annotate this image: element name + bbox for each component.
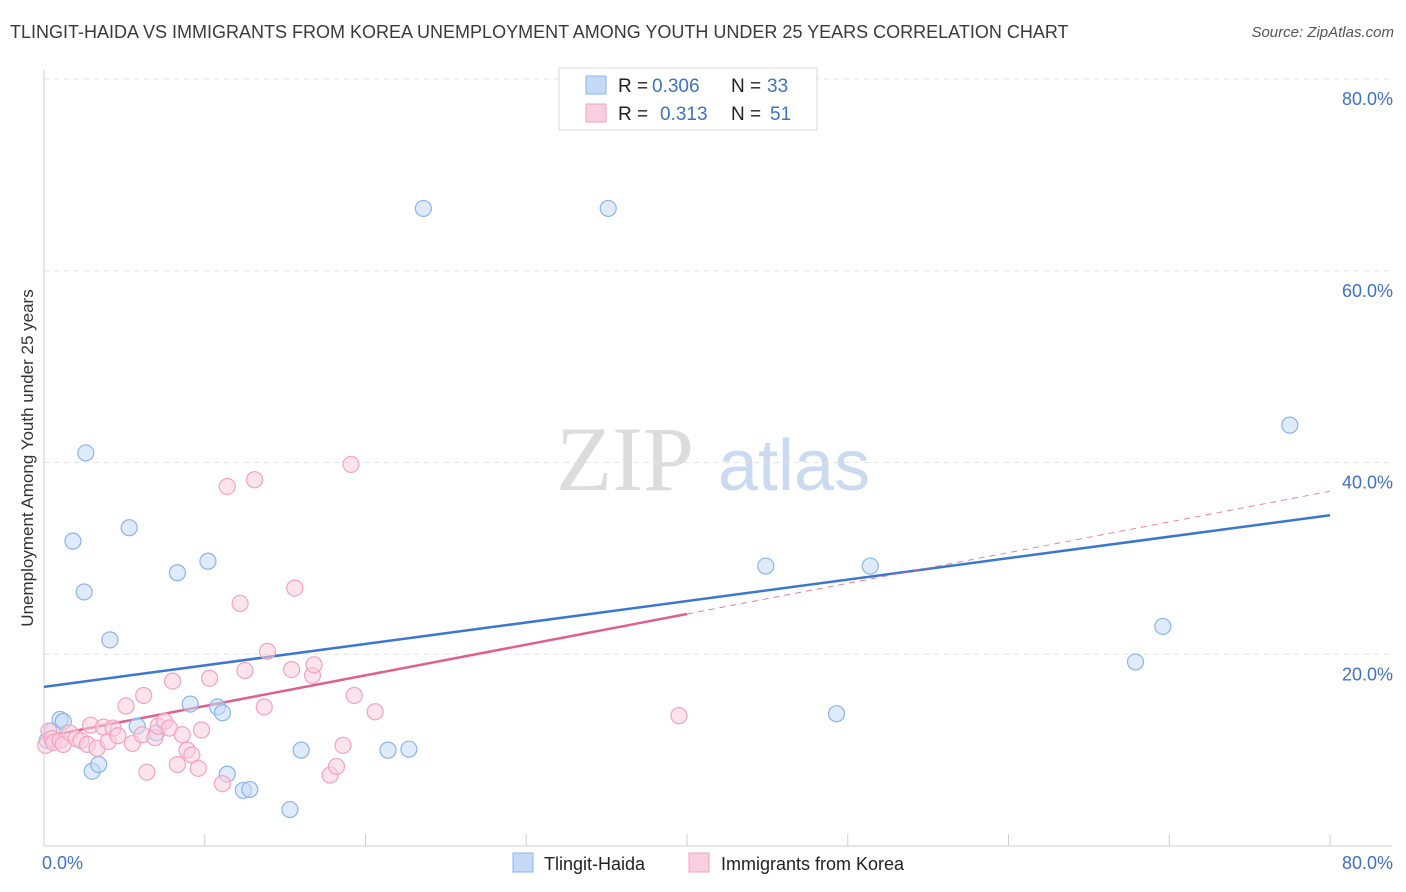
- point-series1-38: [255, 698, 273, 716]
- point-series1-46: [334, 736, 352, 754]
- legend-swatch-tlingit: [585, 75, 607, 95]
- y-tick-label-60: 60.0%: [1342, 281, 1393, 301]
- point-series0-24: [379, 741, 397, 759]
- point-series1-39: [258, 642, 277, 660]
- gridlines: [44, 78, 1392, 655]
- point-series1-15: [109, 727, 127, 745]
- legend-swatch-korea: [585, 103, 607, 123]
- x-tick-label-min: 0.0%: [42, 853, 83, 873]
- trend-line-0: [43, 513, 1331, 689]
- legend-r-value-2: 0.313: [660, 104, 708, 125]
- point-series1-30: [189, 759, 207, 777]
- point-series0-25: [400, 740, 418, 758]
- correlation-legend: R = 0.306 N = 33 R = 0.313 N = 51: [558, 67, 818, 131]
- legend-n-value-2: 51: [770, 104, 791, 125]
- legend-r-label-1: R =: [618, 76, 648, 97]
- point-series1-50: [670, 707, 688, 725]
- trend-line-extension-1: [686, 490, 1331, 615]
- point-series1-49: [366, 703, 384, 721]
- point-series1-27: [173, 726, 191, 744]
- point-series0-31: [1154, 617, 1172, 636]
- point-series0-30: [1126, 653, 1145, 671]
- point-series1-35: [231, 594, 249, 613]
- point-series0-22: [292, 741, 310, 759]
- legend-n-value-1: 33: [767, 76, 788, 97]
- point-series1-34: [218, 477, 236, 496]
- point-series1-36: [236, 661, 254, 680]
- bottom-legend-label-tlingit: Tlingit-Haida: [544, 854, 646, 874]
- point-series1-19: [135, 686, 153, 705]
- point-series0-27: [757, 557, 775, 575]
- point-series1-40: [282, 660, 301, 679]
- point-series0-5: [75, 583, 93, 601]
- point-series0-28: [827, 705, 846, 723]
- point-series1-47: [342, 455, 360, 474]
- watermark-zip: ZIP: [556, 408, 694, 510]
- watermark-atlas: atlas: [718, 426, 870, 506]
- bottom-legend-swatch-korea: [688, 852, 710, 873]
- point-series1-31: [192, 721, 211, 739]
- point-series1-33: [213, 775, 232, 793]
- point-series1-32: [200, 669, 219, 687]
- legend-n-label-2: N =: [731, 104, 761, 125]
- point-series0-23: [414, 199, 432, 218]
- point-series0-8: [90, 755, 108, 774]
- point-series0-29: [861, 557, 879, 575]
- point-series0-32: [1281, 416, 1299, 434]
- point-series0-15: [199, 552, 217, 570]
- y-tick-labels: 20.0% 40.0% 60.0% 80.0%: [1342, 89, 1393, 684]
- point-series0-13: [168, 564, 187, 582]
- point-series1-45: [327, 757, 346, 776]
- watermark: ZIP atlas: [556, 408, 870, 510]
- point-series0-4: [64, 532, 82, 550]
- point-series0-9: [101, 631, 119, 649]
- y-tick-label-20: 20.0%: [1342, 664, 1393, 684]
- point-series0-26: [599, 199, 617, 218]
- y-tick-label-40: 40.0%: [1342, 473, 1393, 493]
- legend-r-label-2: R =: [618, 104, 648, 125]
- point-series0-17: [213, 704, 232, 722]
- bottom-legend-swatch-tlingit: [512, 852, 534, 873]
- point-series0-20: [241, 780, 259, 799]
- point-series0-21: [281, 800, 299, 819]
- point-series0-10: [120, 519, 138, 537]
- point-series1-43: [305, 656, 323, 674]
- point-series1-41: [286, 579, 304, 597]
- point-series1-37: [245, 471, 264, 489]
- point-series1-20: [138, 763, 156, 781]
- trend-line-1: [43, 612, 688, 738]
- trend-lines: [43, 490, 1331, 738]
- legend-r-value-1: 0.306: [652, 76, 700, 97]
- y-tick-label-80: 80.0%: [1342, 89, 1393, 109]
- y-axis-title: Unemployment Among Youth under 25 years: [18, 289, 37, 626]
- x-tick-label-max: 80.0%: [1342, 853, 1393, 873]
- data-points: [37, 199, 1299, 819]
- chart-source: Source: ZipAtlas.com: [1251, 24, 1394, 41]
- legend-n-label-1: N =: [731, 76, 761, 97]
- point-series0-6: [77, 444, 95, 462]
- bottom-legend-label-korea: Immigrants from Korea: [721, 854, 905, 874]
- point-series1-25: [164, 672, 182, 690]
- point-series0-14: [181, 695, 199, 713]
- chart-title: TLINGIT-HAIDA VS IMMIGRANTS FROM KOREA U…: [10, 22, 1069, 42]
- point-series1-48: [345, 686, 363, 705]
- point-series1-26: [168, 755, 187, 774]
- point-series1-16: [117, 697, 135, 715]
- x-axis-ticks: [43, 834, 1331, 846]
- series-legend: Tlingit-Haida Immigrants from Korea: [512, 852, 905, 874]
